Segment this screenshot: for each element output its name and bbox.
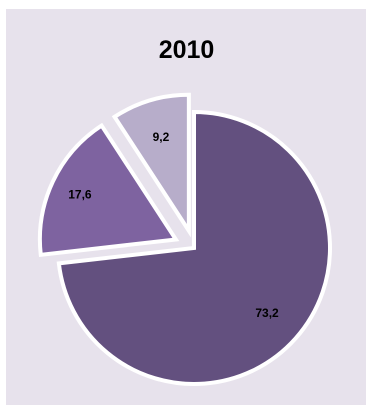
chart-title: 2010	[158, 36, 215, 64]
pie-slice-1	[37, 122, 180, 258]
pie-slice-0	[56, 109, 332, 386]
slice-label-2: 9,2	[153, 130, 170, 144]
pie-slice-2	[111, 92, 191, 238]
slice-label-0: 73,2	[255, 306, 279, 320]
slice-label-1: 17,6	[68, 187, 92, 201]
